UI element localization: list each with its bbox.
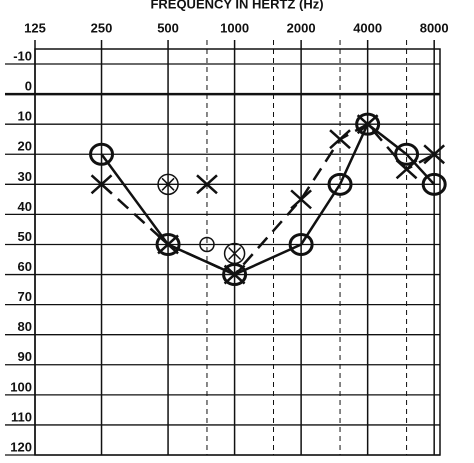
plot-frame (34, 48, 441, 456)
circle-marker (222, 263, 248, 287)
y-tick-label: 20 (18, 139, 32, 154)
x-tick-label: 4000 (353, 20, 382, 35)
x-marker (157, 234, 179, 255)
series-line (100, 122, 436, 276)
y-tick-label: 40 (18, 199, 32, 214)
circled-x-marker (157, 173, 179, 196)
x-marker (90, 174, 113, 195)
y-tick-label: 110 (11, 409, 32, 424)
x-tick-label: 1000 (220, 20, 249, 35)
y-tick-label: 80 (18, 319, 32, 334)
circle-marker (421, 172, 447, 196)
x-marker (395, 159, 418, 180)
x-tick-label: 8000 (420, 20, 449, 35)
x-marker (290, 189, 312, 210)
x-tick-label: 250 (91, 20, 113, 35)
x-tick-label: 500 (157, 20, 179, 35)
circle-marker (327, 172, 353, 196)
y-tick-label: 10 (18, 109, 32, 124)
y-tick-label: 0 (25, 79, 32, 94)
y-tick-label: -10 (13, 48, 32, 63)
y-tick-label: 100 (10, 379, 32, 394)
x-marker (196, 174, 218, 195)
series-line (100, 122, 435, 277)
x-tick-label: 125 (24, 20, 46, 35)
circle-marker (394, 142, 420, 166)
circle-marker (199, 236, 215, 253)
x-marker (329, 129, 351, 150)
x-marker (356, 114, 379, 135)
y-tick-label: 70 (18, 289, 32, 304)
y-tick-label: 120 (10, 439, 32, 454)
chart-title: FREQUENCY IN HERTZ (Hz) (150, 0, 323, 11)
circle-marker (155, 232, 181, 256)
x-tick-label: 2000 (287, 20, 316, 35)
circle-marker (288, 232, 314, 256)
y-tick-label: 30 (18, 169, 32, 184)
y-tick-label: 60 (18, 259, 32, 274)
circle-marker (355, 112, 381, 136)
y-tick-label: 90 (18, 349, 32, 364)
y-tick-label: 50 (18, 229, 32, 244)
x-marker (223, 264, 246, 285)
circle-marker (89, 142, 115, 166)
circled-x-marker (223, 242, 246, 265)
x-marker (423, 144, 446, 165)
